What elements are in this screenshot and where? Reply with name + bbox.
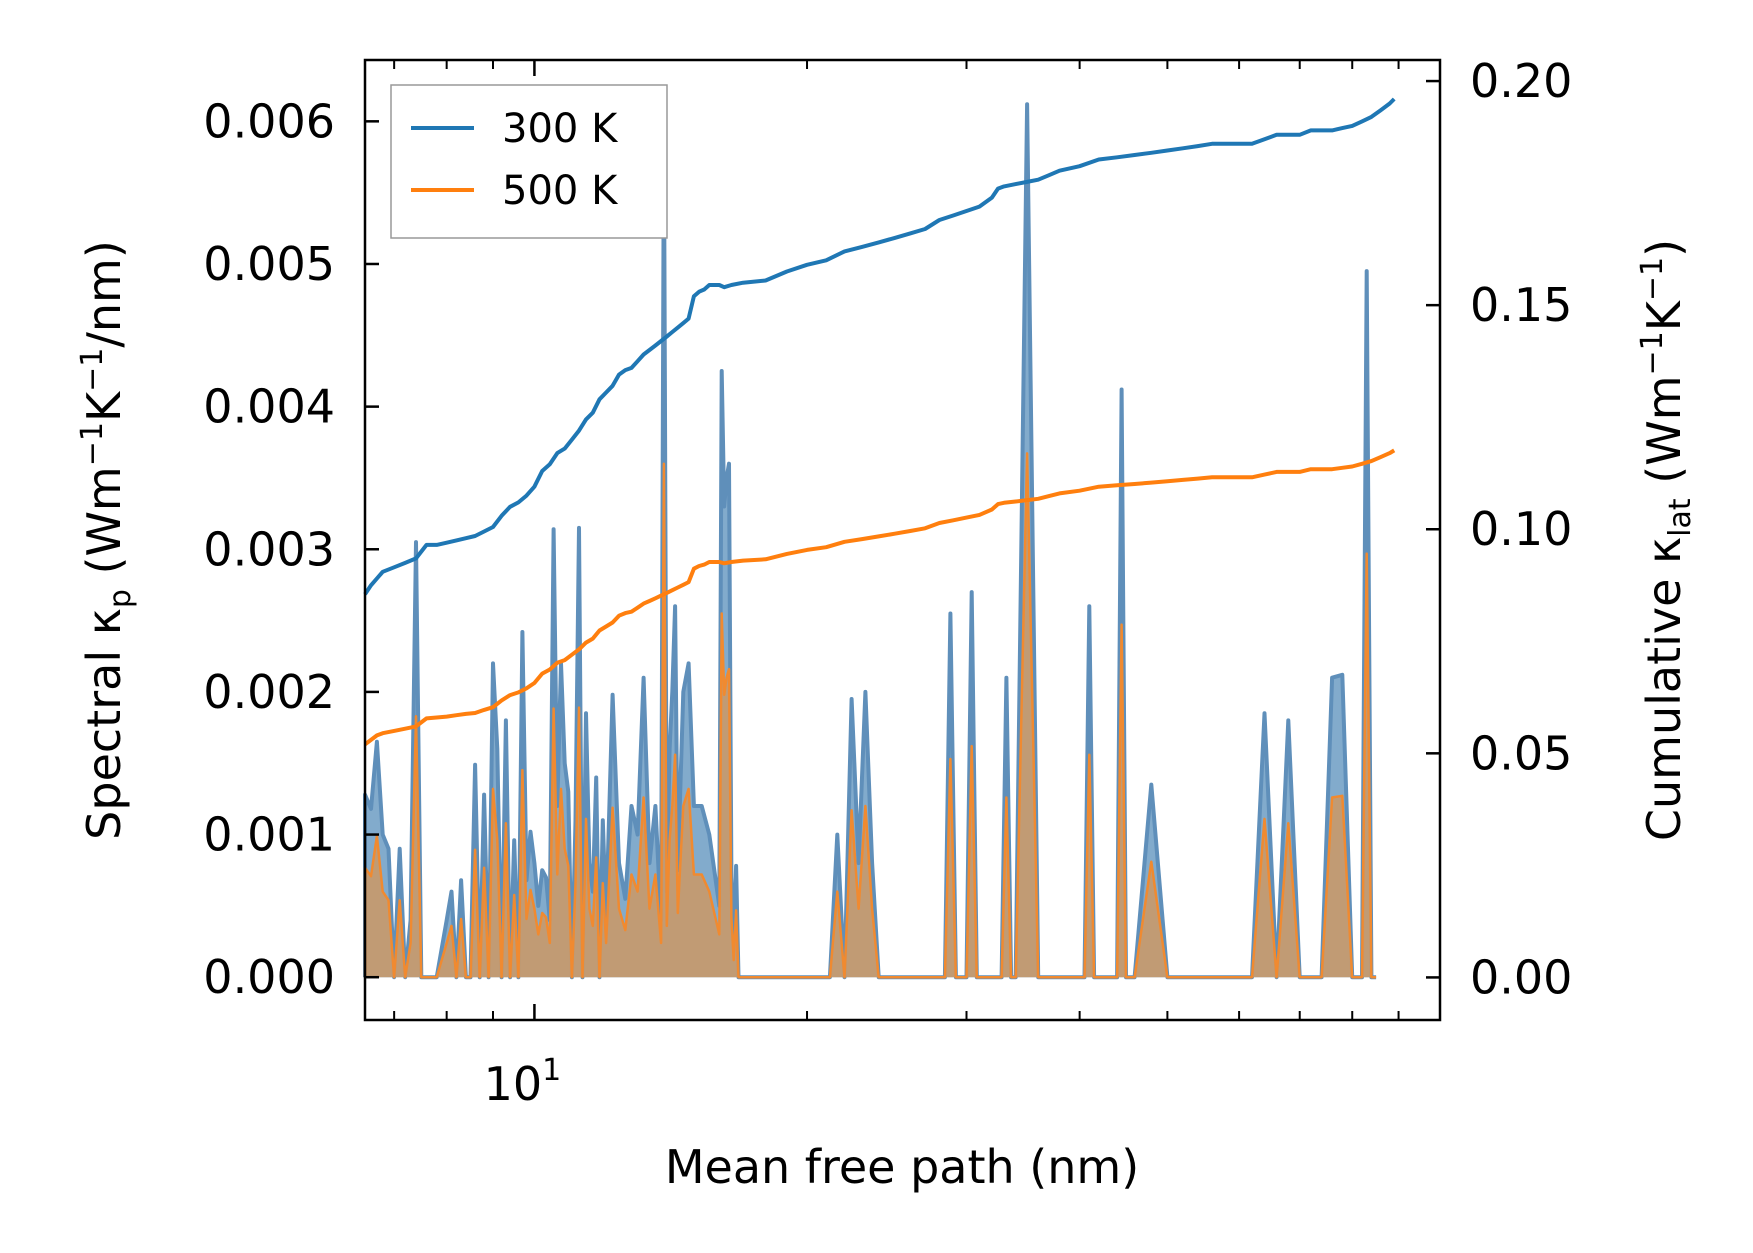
legend-label-300k: 300 K [502, 106, 619, 152]
legend-label-500k: 500 K [502, 168, 619, 214]
axis-ticks [365, 60, 1440, 1020]
axis-tick-labels: 0.000 0.001 0.002 0.003 0.004 0.005 0.006 0.00 0… [203, 54, 1572, 1111]
cumulative-500k-line [363, 448, 1396, 746]
cumulative-300k-line [363, 97, 1396, 596]
left-y-tick-label: 0.002 [203, 665, 335, 719]
right-y-tick-label: 0.00 [1470, 950, 1572, 1004]
x-axis-title: Mean free path (nm) [665, 1140, 1139, 1194]
right-y-tick-label: 0.10 [1470, 502, 1572, 556]
spectral-fills [363, 102, 1377, 980]
left-y-tick-label: 0.005 [203, 237, 335, 291]
series-lines [363, 97, 1396, 746]
legend: 300 K 500 K [390, 84, 668, 239]
right-y-tick-label: 0.15 [1470, 278, 1572, 332]
left-axis-title: Spectral κp (Wm−1K−1/nm) [75, 240, 138, 840]
left-y-tick-label: 0.000 [203, 950, 335, 1004]
left-y-tick-label: 0.006 [203, 94, 335, 148]
spectral-500k-area [363, 452, 1377, 979]
left-y-tick-label: 0.004 [203, 380, 335, 434]
right-y-tick-label: 0.05 [1470, 726, 1572, 780]
left-y-tick-label: 0.003 [203, 522, 335, 576]
x-tick-label: 101 [484, 1053, 562, 1111]
right-y-tick-label: 0.20 [1470, 54, 1572, 108]
right-axis-title: Cumulative κlat (Wm−1K−1) [1635, 239, 1698, 841]
legend-box [390, 84, 668, 239]
plot-frame [363, 58, 1442, 1022]
left-y-tick-label: 0.001 [203, 808, 335, 862]
